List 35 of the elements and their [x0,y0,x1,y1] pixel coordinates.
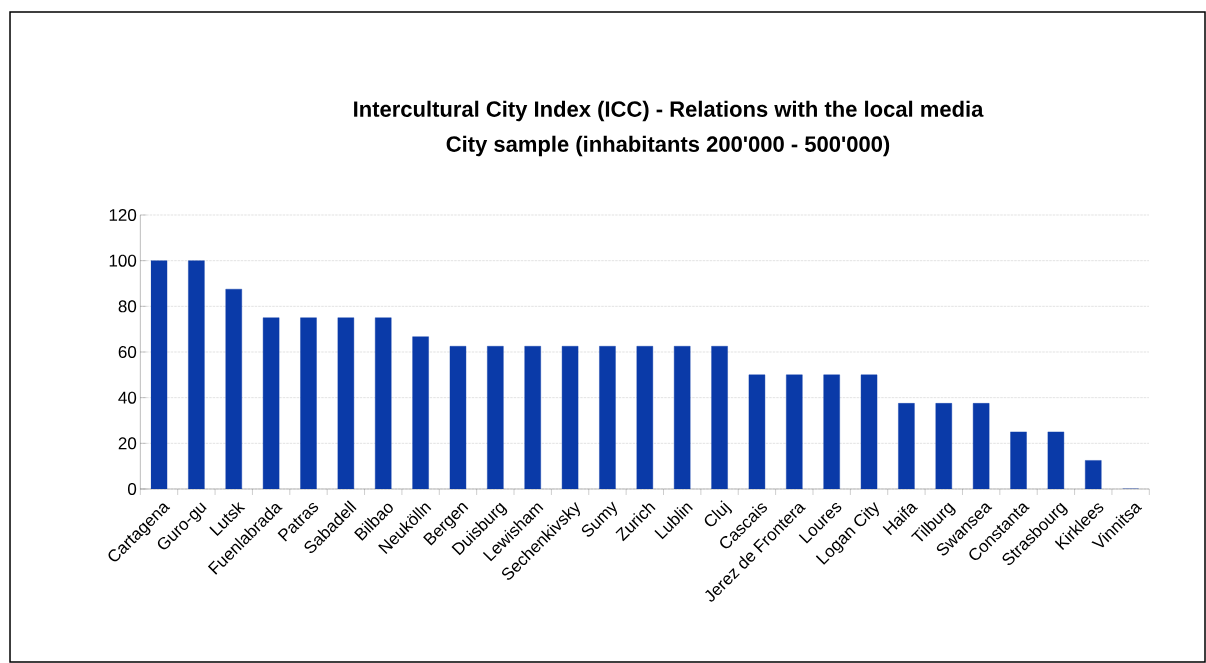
bar [487,346,504,489]
bar [1085,460,1102,489]
chart-title: Intercultural City Index (ICC) - Relations with the local media [354,100,984,122]
chart-subtitle: City sample (inhabitants 200'000 - 500'000) [446,135,890,157]
bar [823,374,840,489]
y-tick-label: 40 [118,391,137,404]
y-tick-label: 60 [118,345,137,359]
y-tick-label: 120 [109,208,137,222]
bar [1010,431,1027,489]
bar [898,403,915,489]
bar [412,336,429,489]
bar [524,346,541,489]
y-tick-label: 20 [118,437,137,450]
bar [1047,431,1065,489]
bar [300,317,317,489]
y-tick-label: 100 [109,254,137,267]
bar [375,317,392,489]
bar [972,403,990,489]
bar [935,403,952,489]
bar [860,374,878,489]
bar [711,346,728,489]
bar [748,374,766,489]
bar [225,289,242,489]
bar [561,346,579,489]
bar [786,374,803,489]
bar [262,317,280,489]
bar [150,260,168,489]
y-tick-label: 0 [128,482,137,496]
bar [599,346,616,489]
bar [188,260,205,489]
bar [636,346,654,489]
y-tick-label: 80 [118,300,137,313]
bar [673,346,691,489]
bar [337,317,355,489]
bar [449,346,467,489]
